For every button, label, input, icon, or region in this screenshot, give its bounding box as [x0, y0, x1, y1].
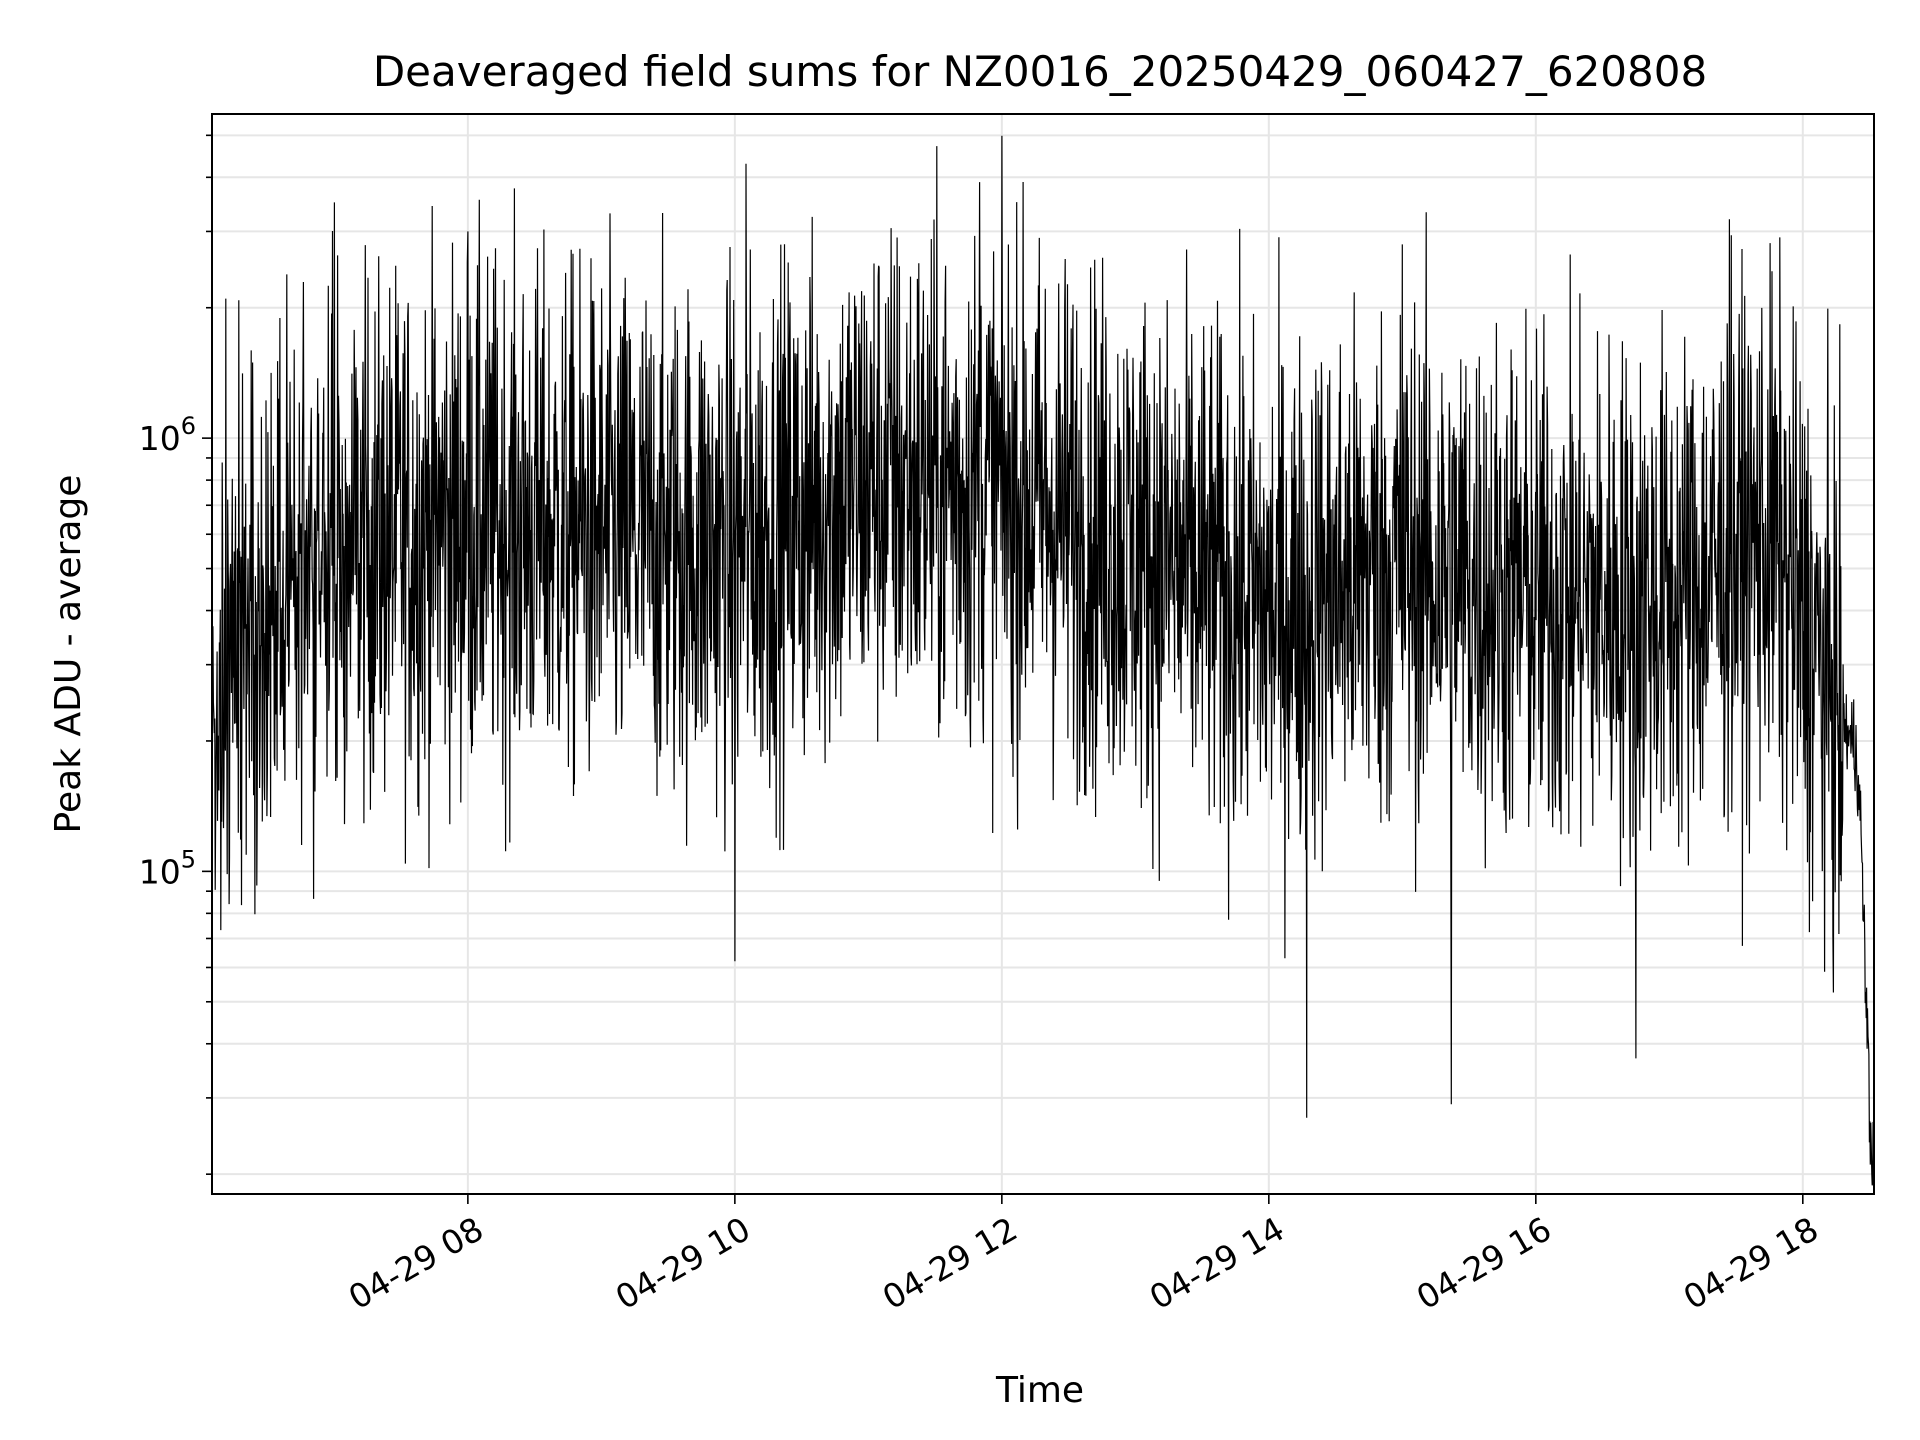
chart-title: Deaveraged field sums for NZ0016_2025042… [373, 47, 1707, 96]
y-axis-label: Peak ADU - average [48, 475, 89, 834]
plot-area [211, 135, 1875, 1186]
series-line [211, 135, 1875, 1186]
plot-frame [211, 113, 1875, 1195]
x-axis-label: Time [995, 1370, 1084, 1411]
